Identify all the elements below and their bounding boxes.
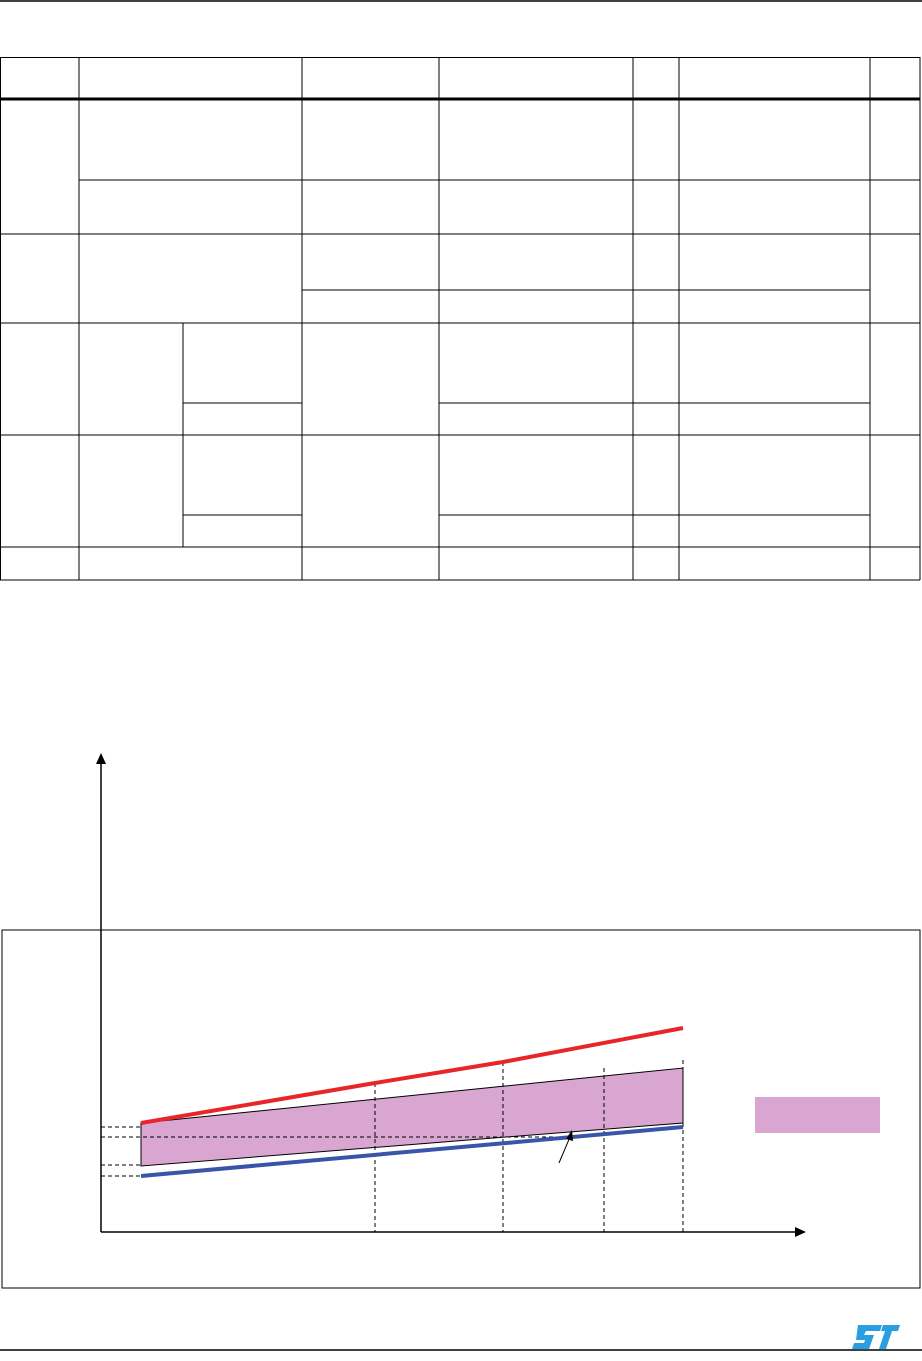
y-axis-arrow-icon	[96, 753, 106, 764]
lower-line	[140, 1125, 684, 1178]
legend-swatch	[755, 1097, 880, 1133]
x-axis-arrow-icon	[795, 1227, 806, 1237]
data-table	[0, 57, 921, 581]
pointer-arrow-head-icon	[566, 1130, 573, 1141]
guide-lines	[101, 1060, 684, 1232]
figure-frame	[1, 929, 921, 1289]
st-logo	[852, 1325, 900, 1349]
pointer-arrow	[558, 1136, 571, 1164]
figure	[1, 753, 921, 1289]
upper-line	[140, 1026, 684, 1125]
